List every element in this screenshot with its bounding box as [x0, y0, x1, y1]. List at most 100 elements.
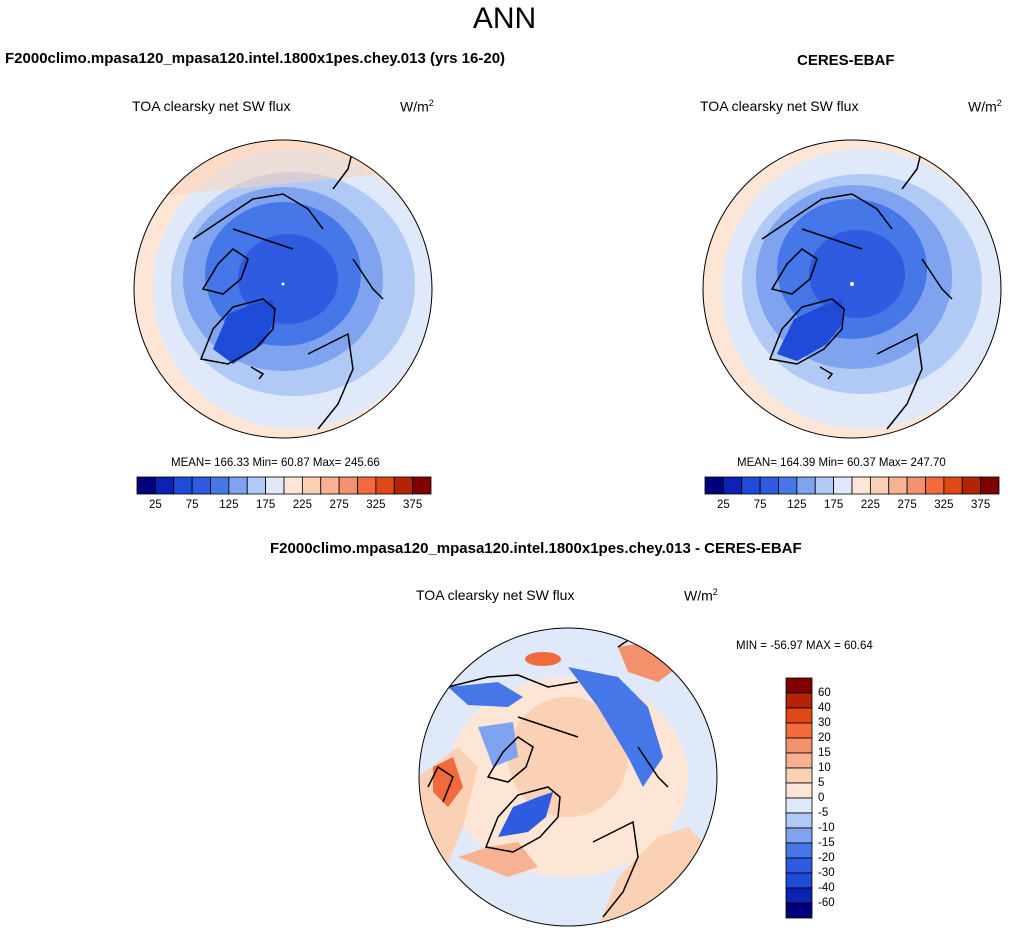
- test-polar-map: [133, 139, 433, 439]
- colorbar-tick-label: 325: [934, 499, 954, 511]
- colorbar-swatch: [785, 827, 813, 844]
- colorbar-tick-label: -60: [818, 897, 835, 909]
- colorbar-swatch: [833, 476, 853, 495]
- colorbar-tick-label: 225: [292, 499, 312, 511]
- ref-panel-title: CERES-EBAF: [797, 52, 895, 69]
- colorbar-tick-label: 25: [148, 499, 162, 511]
- colorbar-tick-label: 275: [329, 499, 349, 511]
- colorbar-swatch: [888, 476, 908, 495]
- colorbar-swatch: [785, 902, 813, 919]
- test-colorbar: [136, 476, 432, 495]
- colorbar-swatch: [173, 476, 193, 495]
- colorbar-swatch: [785, 842, 813, 859]
- colorbar-tick-label: 125: [219, 499, 239, 511]
- colorbar-swatch: [943, 476, 963, 495]
- colorbar-tick-label: 275: [897, 499, 917, 511]
- colorbar-swatch: [869, 476, 890, 495]
- colorbar-swatch: [785, 767, 813, 784]
- colorbar-tick-label: 0: [818, 792, 825, 804]
- colorbar-tick-label: 175: [256, 499, 276, 511]
- colorbar-tick-label: 5: [818, 777, 825, 789]
- colorbar-tick-label: 325: [366, 499, 386, 511]
- ref-stats: MEAN= 164.39 Min= 60.37 Max= 247.70: [737, 457, 946, 469]
- colorbar-tick-label: 175: [824, 499, 844, 511]
- colorbar-swatch: [759, 476, 779, 495]
- test-colorbar-ticks: 25 75 125 175 225 275 325 375: [137, 499, 431, 515]
- colorbar-tick-label: -40: [818, 882, 835, 894]
- colorbar-tick-label: -10: [818, 822, 835, 834]
- colorbar-swatch: [906, 476, 926, 495]
- colorbar-swatch: [785, 737, 813, 754]
- colorbar-swatch: [796, 476, 816, 495]
- colorbar-swatch: [925, 476, 945, 495]
- colorbar-tick-label: 125: [787, 499, 807, 511]
- colorbar-tick-label: 40: [818, 702, 831, 714]
- colorbar-swatch: [785, 797, 813, 814]
- colorbar-swatch: [136, 476, 156, 495]
- colorbar-swatch: [785, 782, 813, 799]
- colorbar-swatch: [785, 872, 813, 889]
- colorbar-swatch: [154, 476, 175, 495]
- colorbar-swatch: [210, 476, 230, 495]
- colorbar-tick-label: -15: [818, 837, 835, 849]
- test-panel-title: F2000climo.mpasa120_mpasa120.intel.1800x…: [5, 50, 506, 67]
- colorbar-swatch: [785, 857, 813, 874]
- colorbar-tick-label: 375: [971, 499, 991, 511]
- ref-colorbar-ticks: 25 75 125 175 225 275 325 375: [705, 499, 999, 515]
- colorbar-tick-label: 10: [818, 762, 831, 774]
- colorbar-swatch: [320, 476, 340, 495]
- colorbar-swatch: [961, 476, 982, 495]
- colorbar-swatch: [412, 476, 432, 495]
- colorbar-tick-label: 60: [818, 687, 831, 699]
- colorbar-tick-label: 75: [753, 499, 767, 511]
- diff-field-label: TOA clearsky net SW flux: [416, 587, 575, 603]
- colorbar-swatch: [851, 476, 871, 495]
- test-units: W/m2: [400, 98, 434, 115]
- colorbar-swatch: [283, 476, 303, 495]
- colorbar-swatch: [246, 476, 267, 495]
- diff-units: W/m2: [684, 587, 718, 604]
- test-field-label: TOA clearsky net SW flux: [132, 98, 291, 114]
- colorbar-swatch: [357, 476, 377, 495]
- colorbar-swatch: [704, 476, 724, 495]
- colorbar-swatch: [265, 476, 285, 495]
- colorbar-swatch: [722, 476, 743, 495]
- colorbar-tick-label: -20: [818, 852, 835, 864]
- colorbar-swatch: [375, 476, 395, 495]
- ref-field-label: TOA clearsky net SW flux: [700, 98, 859, 114]
- ref-polar-map: [702, 139, 1002, 439]
- colorbar-swatch: [785, 812, 813, 829]
- diff-panel-title: F2000climo.mpasa120_mpasa120.intel.1800x…: [270, 540, 802, 557]
- colorbar-swatch: [785, 752, 813, 769]
- colorbar-tick-label: 75: [185, 499, 199, 511]
- colorbar-swatch: [778, 476, 798, 495]
- colorbar-tick-label: -5: [818, 807, 829, 819]
- colorbar-tick-label: 30: [818, 717, 831, 729]
- colorbar-swatch: [785, 722, 813, 739]
- colorbar-tick-label: 225: [860, 499, 880, 511]
- colorbar-swatch: [814, 476, 835, 495]
- colorbar-swatch: [785, 887, 813, 904]
- colorbar-tick-label: 20: [818, 732, 831, 744]
- colorbar-swatch: [980, 476, 1000, 495]
- colorbar-swatch: [301, 476, 322, 495]
- ref-units: W/m2: [968, 98, 1002, 115]
- colorbar-swatch: [785, 677, 813, 694]
- colorbar-swatch: [393, 476, 414, 495]
- colorbar-tick-label: 25: [716, 499, 730, 511]
- ref-colorbar: [704, 476, 1000, 495]
- diff-polar-map: [418, 627, 718, 927]
- diff-colorbar-ticks: 60 40 30 20 15 10 5 0 -5 -10 -15 -20 -30 -40 -60: [818, 678, 878, 918]
- colorbar-swatch: [785, 692, 813, 709]
- colorbar-tick-label: -30: [818, 867, 835, 879]
- page-title: ANN: [472, 2, 537, 35]
- diff-stats: MIN = -56.97 MAX = 60.64: [736, 640, 873, 652]
- test-stats: MEAN= 166.33 Min= 60.87 Max= 245.66: [171, 457, 380, 469]
- colorbar-swatch: [785, 707, 813, 724]
- colorbar-tick-label: 15: [818, 747, 831, 759]
- colorbar-swatch: [338, 476, 358, 495]
- diff-colorbar: [785, 677, 813, 919]
- colorbar-swatch: [191, 476, 211, 495]
- colorbar-swatch: [741, 476, 761, 495]
- colorbar-swatch: [228, 476, 248, 495]
